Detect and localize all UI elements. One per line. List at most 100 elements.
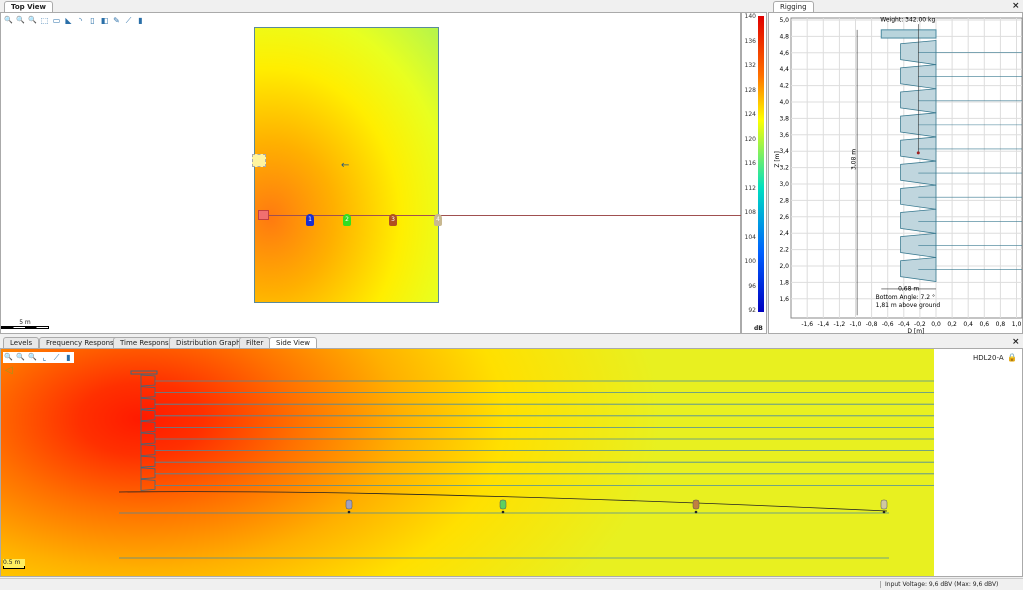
y-tick: 4,0	[779, 99, 789, 106]
side-element[interactable]	[140, 444, 156, 457]
loudspeaker-element[interactable]	[900, 232, 937, 258]
y-tick: 2,2	[779, 247, 789, 254]
colorbar-tick: 124	[744, 111, 756, 118]
side-view-chart	[118, 370, 934, 559]
listener-line	[263, 215, 741, 216]
side-element[interactable]	[140, 374, 156, 387]
y-tick: 4,4	[779, 66, 789, 73]
tab-rigging[interactable]: Rigging	[773, 1, 814, 12]
x-tick: -0,8	[866, 321, 878, 328]
select-area-icon[interactable]: ⬚	[40, 16, 49, 25]
side-element[interactable]	[140, 432, 156, 445]
chart-icon[interactable]: ⌞	[42, 353, 47, 362]
close-icon[interactable]: ×	[1012, 1, 1020, 11]
side-element[interactable]	[140, 386, 156, 399]
colorbar-tick: 96	[748, 282, 756, 290]
source-marker[interactable]	[252, 154, 266, 167]
above-ground: 1,81 m above ground	[876, 302, 941, 309]
zoom-out-icon[interactable]: 🔍	[16, 353, 25, 361]
measure-icon[interactable]: ⟋	[125, 16, 132, 25]
side-element[interactable]	[140, 467, 156, 480]
trapezoid-icon[interactable]: ▯	[90, 16, 95, 25]
side-element[interactable]	[140, 478, 156, 491]
loudspeaker-element[interactable]	[900, 208, 937, 234]
zoom-in-icon[interactable]: 🔍	[4, 353, 13, 361]
tab-distribution-graph[interactable]: Distribution Graph	[169, 337, 248, 348]
side-view-pane[interactable]: 🔍 🔍 🔍 ⌞ ⟋ ▮ ◁ HDL20-A 🔒 0.5 m	[0, 348, 1023, 577]
rigging-chart: -1,6 -1,4 -1,2 -1,0 -0,8 -0,6 -0,4 -0,2 0,0 0,2 0,…	[774, 17, 1023, 335]
side-speaker-1[interactable]	[345, 499, 353, 510]
colorbar-tick: 132	[744, 62, 756, 69]
status-bar: Input Voltage: 9,6 dBV (Max: 9,6 dBV)	[0, 578, 1023, 590]
colorbar-tick: 120	[744, 135, 756, 143]
arc-icon[interactable]: ◝	[78, 16, 83, 25]
speaker-label: 3	[391, 216, 395, 223]
y-tick: 2,4	[779, 230, 789, 237]
speaker-2[interactable]: 2	[343, 214, 351, 226]
side-element[interactable]	[140, 455, 156, 468]
tab-side-view[interactable]: Side View	[269, 337, 317, 348]
y-tick: 2,6	[779, 214, 789, 221]
weight-label: Weight: 342.00 kg	[880, 17, 935, 24]
side-speaker-2[interactable]	[499, 499, 507, 510]
side-speaker-4[interactable]	[880, 499, 888, 510]
rigging-frame[interactable]	[880, 29, 937, 39]
loudspeaker-element[interactable]	[900, 257, 937, 283]
lock-icon[interactable]: 🔒	[1007, 353, 1017, 362]
colorbar-tick: 112	[744, 184, 756, 192]
colorbar-tick: 92	[748, 307, 756, 314]
colorbar-tick: 116	[744, 160, 756, 167]
line-icon[interactable]: ⟋	[53, 353, 60, 362]
colorbar: 140 136 132 128 124 120 116 112 108 104 100 96 92 dB	[741, 12, 767, 334]
y-tick: 3,0	[779, 181, 789, 188]
colorbar-gradient	[758, 16, 764, 312]
tab-levels[interactable]: Levels	[3, 337, 40, 348]
model-label: HDL20-A	[973, 354, 1004, 362]
colorbar-tick: 100	[744, 258, 756, 265]
y-tick: 4,6	[779, 50, 789, 57]
zoom-out-icon[interactable]: 🔍	[16, 16, 25, 24]
zoom-in-icon[interactable]: 🔍	[4, 16, 13, 24]
x-tick: 0,4	[963, 321, 973, 328]
microphone-icon[interactable]: ▮	[138, 16, 143, 25]
input-voltage: Input Voltage: 9,6 dBV (Max: 9,6 dBV)	[880, 581, 998, 588]
tab-filter[interactable]: Filter	[239, 337, 271, 348]
speaker-1[interactable]: 1	[306, 214, 314, 226]
x-tick: -1,6	[801, 321, 813, 328]
side-speaker-3[interactable]	[692, 499, 700, 510]
height-dimension: 3,08 m	[851, 149, 858, 170]
venue-area[interactable]	[254, 27, 439, 303]
side-element[interactable]	[140, 420, 156, 433]
zoom-fit-icon[interactable]: 🔍	[28, 353, 37, 361]
x-tick: 0,2	[947, 321, 957, 328]
microphone-icon[interactable]: ▮	[66, 353, 71, 362]
pencil-icon[interactable]: ✎	[113, 16, 120, 25]
loudspeaker-element[interactable]	[900, 184, 937, 210]
x-tick: 0,8	[996, 321, 1006, 328]
side-frame[interactable]	[130, 370, 158, 375]
y-tick: 3,6	[779, 132, 789, 139]
y-tick: 2,8	[779, 197, 789, 204]
tab-top-view[interactable]: Top View	[4, 1, 54, 12]
x-tick: -1,0	[850, 321, 862, 328]
speaker-4[interactable]: 4	[434, 214, 442, 226]
y-tick: 4,2	[779, 83, 789, 90]
x-tick: -0,2	[914, 321, 926, 328]
side-element[interactable]	[140, 397, 156, 410]
y-tick: 2,0	[779, 263, 789, 270]
close-bottom-icon[interactable]: ×	[1012, 337, 1020, 347]
speaker-3[interactable]: 3	[389, 214, 397, 226]
loudspeaker-element[interactable]	[900, 160, 937, 186]
speaker-label: 1	[308, 216, 312, 223]
direction-arrow-icon: ◁	[5, 365, 13, 376]
side-element[interactable]	[140, 409, 156, 422]
zoom-fit-icon[interactable]: 🔍	[28, 16, 37, 24]
listener-start-marker[interactable]	[258, 210, 269, 220]
coverage-line	[118, 491, 888, 512]
quarter-circle-icon[interactable]: ◣	[65, 16, 72, 25]
rect-icon[interactable]: ▭	[52, 16, 61, 25]
scale-bar: 5 m	[1, 319, 49, 329]
polygon-icon[interactable]: ◧	[100, 16, 109, 25]
speaker-label: 2	[345, 216, 349, 223]
